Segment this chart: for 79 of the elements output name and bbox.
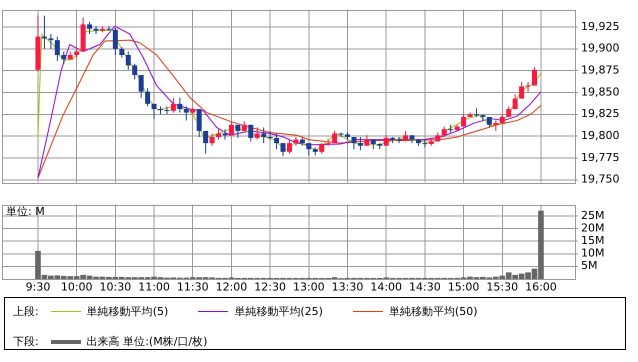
- candlestick: [506, 106, 512, 118]
- legend-title: 上段:: [13, 304, 39, 319]
- candlestick: [512, 94, 518, 110]
- candlestick: [332, 130, 338, 144]
- candlestick: [493, 120, 498, 132]
- legend-label: 出来高 単位:(M株/口/枚): [86, 334, 208, 349]
- candlestick: [42, 15, 47, 50]
- x-tick-label: 16:00: [525, 280, 557, 294]
- candlestick: [274, 133, 280, 150]
- candlestick: [54, 36, 60, 62]
- candlestick: [170, 97, 176, 114]
- x-tick-label: 11:00: [138, 280, 170, 294]
- candlestick: [442, 126, 447, 138]
- candlestick: [145, 88, 150, 107]
- y-tick-label: 19,775: [581, 150, 620, 164]
- candlestick: [164, 106, 170, 115]
- candlestick: [222, 128, 228, 140]
- candlestick: [526, 82, 531, 92]
- legend-title: 下段:: [13, 334, 39, 349]
- candlestick: [216, 128, 222, 140]
- candlestick: [138, 74, 144, 98]
- candlestick: [177, 97, 182, 114]
- legend-label: 単純移動平均(50): [388, 304, 478, 319]
- x-tick-label: 14:30: [409, 280, 441, 294]
- legend-label: 単純移動平均(25): [234, 304, 323, 319]
- y-tick-label: 19,800: [581, 129, 620, 142]
- y-tick-label: 25M: [581, 208, 604, 222]
- candlestick: [319, 142, 324, 154]
- y-tick-label: 5M: [581, 259, 598, 272]
- candlestick: [126, 50, 131, 70]
- candlestick: [61, 50, 66, 64]
- y-tick-label: 20M: [581, 221, 604, 234]
- x-tick-label: 11:30: [176, 280, 209, 294]
- candlestick: [119, 46, 124, 58]
- candlestick: [132, 63, 138, 80]
- y-tick-label: 19,825: [581, 107, 620, 120]
- x-tick-label: 12:00: [216, 280, 248, 294]
- y-tick-label: 19,900: [581, 42, 620, 55]
- candlestick: [306, 142, 312, 156]
- candlestick: [519, 82, 524, 100]
- x-tick-label: 13:00: [292, 280, 325, 294]
- candlestick: [358, 136, 363, 151]
- x-tick-label: 13:30: [332, 280, 364, 294]
- candlestick: [248, 124, 254, 142]
- candlestick: [370, 139, 376, 150]
- x-tick-label: 15:00: [448, 280, 480, 294]
- candlestick: [532, 66, 538, 86]
- candlestick: [184, 106, 189, 121]
- candlestick: [210, 133, 215, 146]
- y-tick-label: 19,750: [581, 172, 620, 186]
- candlestick: [87, 21, 92, 35]
- legend-label: 単純移動平均(5): [86, 304, 168, 319]
- x-tick-label: 14:00: [370, 280, 402, 294]
- candlestick: [242, 120, 247, 132]
- x-tick-label: 10:30: [100, 280, 132, 294]
- candlestick: [403, 130, 408, 142]
- candlestick: [461, 114, 466, 128]
- candlestick: [261, 126, 266, 144]
- candlestick: [286, 138, 292, 154]
- annotation: 単位: M: [6, 204, 45, 218]
- y-tick-label: 15M: [581, 234, 604, 248]
- candlestick: [203, 130, 208, 154]
- y-tick-label: 19,850: [581, 85, 620, 98]
- x-tick-label: 10:00: [60, 280, 93, 294]
- y-tick-label: 19,925: [581, 20, 620, 33]
- x-tick-label: 15:30: [486, 280, 518, 294]
- candlestick: [351, 136, 356, 150]
- candlestick: [196, 108, 202, 138]
- candlestick: [422, 139, 428, 148]
- candlestick: [254, 126, 260, 140]
- x-tick-label: 9:30: [26, 280, 50, 294]
- x-tick-label: 12:30: [254, 280, 286, 294]
- candlestick: [152, 103, 157, 120]
- candlestick: [228, 120, 234, 136]
- y-tick-label: 19,875: [581, 64, 620, 77]
- candlestick: [158, 106, 163, 115]
- y-tick-label: 10M: [581, 246, 604, 260]
- candlestick: [235, 124, 240, 138]
- candlestick: [280, 142, 286, 157]
